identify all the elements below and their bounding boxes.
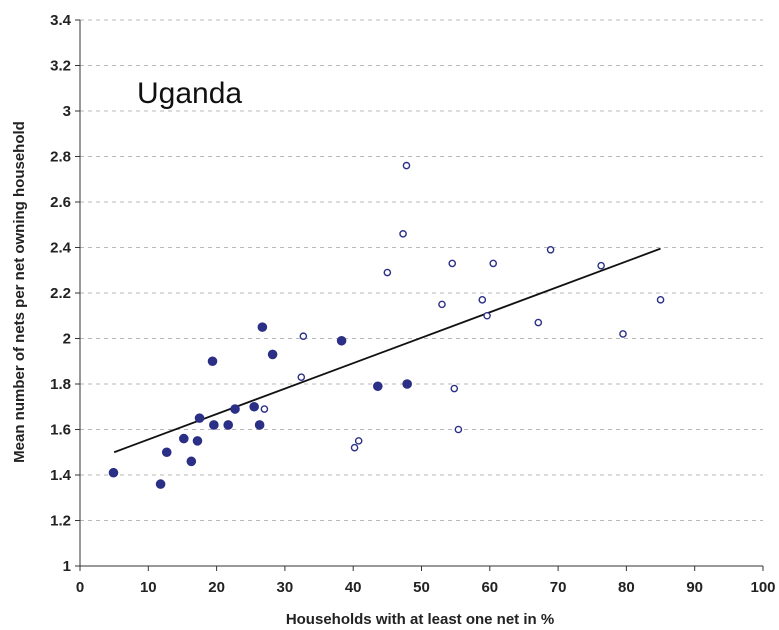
- filled-data-point: [179, 433, 189, 444]
- open-data-point: [448, 259, 457, 268]
- filled-data-point: [108, 467, 119, 478]
- filled-data-point: [230, 404, 240, 414]
- open-data-point: [260, 405, 269, 413]
- gridlines: [80, 19, 763, 521]
- y-tick-label: 2: [63, 331, 71, 348]
- open-data-point: [399, 230, 407, 238]
- axis-ticks: 1 1.2 1.4 1.6 1.8 2 2.2 2.4 2.6 2.8 3 3.2 3.4 0 10 20 30…: [50, 12, 775, 596]
- y-tick-label: 1.6: [50, 422, 71, 439]
- y-tick-label: 2.8: [50, 149, 71, 166]
- filled-data-point: [194, 413, 205, 423]
- open-data-point: [454, 425, 463, 434]
- y-tick-label: 2.4: [50, 240, 72, 257]
- filled-data-point: [207, 356, 218, 367]
- filled-data-point: [161, 447, 172, 458]
- open-data-point: [597, 261, 605, 270]
- open-data-point: [546, 245, 555, 254]
- open-data-point: [478, 296, 487, 304]
- x-tick-label: 40: [345, 579, 362, 596]
- filled-data-point: [372, 381, 383, 392]
- open-data-point: [483, 311, 491, 320]
- x-tick-label: 0: [76, 579, 84, 596]
- filled-data-point: [267, 349, 278, 360]
- y-tick-label: 3.2: [50, 58, 71, 75]
- x-tick-label: 50: [413, 579, 430, 596]
- filled-data-point: [209, 420, 219, 430]
- open-data-point: [489, 259, 498, 268]
- y-tick-label: 1: [63, 558, 71, 575]
- y-tick-label: 2.6: [50, 194, 71, 211]
- open-data-point: [297, 373, 306, 381]
- filled-data-point: [402, 379, 412, 389]
- x-tick-label: 80: [618, 579, 635, 596]
- filled-data-point: [249, 401, 259, 412]
- open-data-point: [383, 268, 392, 277]
- filled-data-point: [192, 436, 203, 446]
- filled-data-point: [336, 335, 347, 346]
- open-data-point: [619, 330, 627, 338]
- x-tick-label: 30: [277, 579, 294, 596]
- y-tick-label: 1.4: [50, 467, 72, 484]
- filled-data-point: [223, 420, 234, 430]
- y-tick-label: 1.2: [50, 513, 71, 530]
- y-axis-title: Mean number of nets per net owning house…: [11, 121, 28, 463]
- open-data-point: [438, 300, 446, 309]
- y-tick-label: 2.2: [50, 285, 71, 302]
- filled-data-point: [257, 322, 268, 332]
- data-points: [108, 161, 665, 489]
- open-data-point: [656, 296, 665, 304]
- open-data-point: [350, 443, 359, 452]
- open-data-point: [354, 437, 363, 445]
- x-tick-label: 100: [750, 579, 775, 596]
- y-tick-label: 1.8: [50, 376, 71, 393]
- y-tick-label: 3: [63, 103, 71, 120]
- open-data-point: [534, 318, 543, 327]
- filled-data-point: [254, 420, 265, 430]
- filled-data-point: [186, 456, 197, 467]
- x-tick-label: 70: [550, 579, 567, 596]
- x-tick-label: 20: [208, 579, 225, 596]
- x-tick-label: 10: [140, 579, 157, 596]
- open-data-point: [299, 332, 308, 341]
- open-data-point: [450, 384, 459, 393]
- x-tick-label: 60: [481, 579, 498, 596]
- country-annotation: Uganda: [137, 77, 242, 110]
- x-tick-label: 90: [686, 579, 703, 596]
- open-data-point: [402, 161, 411, 170]
- trendline-group: [113, 247, 661, 454]
- y-tick-label: 3.4: [50, 12, 72, 29]
- x-axis-title: Households with at least one net in %: [286, 611, 554, 628]
- filled-data-point: [155, 479, 166, 489]
- trendline: [113, 247, 661, 454]
